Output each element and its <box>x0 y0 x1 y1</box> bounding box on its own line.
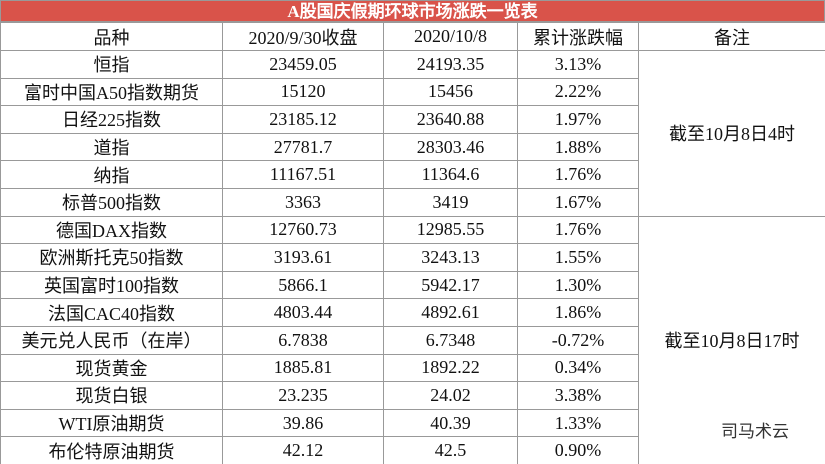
table-cell: 23.235 <box>222 381 384 410</box>
table-cell: 1892.22 <box>383 353 518 383</box>
table-row: 德国DAX指数 12760.73 12985.55 1.76% 截至10月8日17时 <box>0 215 825 464</box>
table-cell: 法国CAC40指数 <box>0 298 223 327</box>
table-cell: 美元兑人民币（在岸） <box>0 325 223 355</box>
table-row: 英国富时100指数 5866.1 5942.17 1.30% <box>0 270 825 300</box>
table-cell: WTI原油期货 <box>0 408 223 438</box>
watermark: 司马术云 <box>715 415 795 444</box>
table-cell: 39.86 <box>222 408 384 438</box>
table-cell: 5942.17 <box>383 270 518 300</box>
table-cell: 道指 <box>0 132 223 162</box>
table-cell: 1.97% <box>517 105 639 134</box>
header-cell: 备注 <box>638 22 825 51</box>
table-cell: 1.33% <box>517 408 639 438</box>
table-cell: 标普500指数 <box>0 187 223 217</box>
table-cell: 5866.1 <box>222 270 384 300</box>
table-cell: 纳指 <box>0 160 223 189</box>
table-cell: 现货黄金 <box>0 353 223 383</box>
table-row: 欧洲斯托克50指数 3193.61 3243.13 1.55% <box>0 243 825 272</box>
table-title: A股国庆假期环球市场涨跌一览表 <box>0 0 825 22</box>
table-cell: 24193.35 <box>383 50 518 79</box>
table-cell: 3419 <box>383 187 518 217</box>
table-cell: 4803.44 <box>222 298 384 327</box>
table-cell: 28303.46 <box>383 132 518 162</box>
table-row: 法国CAC40指数 4803.44 4892.61 1.86% <box>0 298 825 327</box>
table-row: 纳指 11167.51 11364.6 1.76% <box>0 160 825 189</box>
table-cell: 1.55% <box>517 243 639 272</box>
table-cell: 现货白银 <box>0 381 223 410</box>
table-cell: 23640.88 <box>383 105 518 134</box>
table-cell: 27781.7 <box>222 132 384 162</box>
table-cell: 1.76% <box>517 215 639 245</box>
table-cell: 3363 <box>222 187 384 217</box>
table-cell: 15456 <box>383 77 518 107</box>
note-cell: 截至10月8日4时 <box>638 50 825 217</box>
table-cell: 日经225指数 <box>0 105 223 134</box>
table-cell: 6.7838 <box>222 325 384 355</box>
header-cell: 累计涨跌幅 <box>517 22 639 51</box>
table-row: 布伦特原油期货 42.12 42.5 0.90% <box>0 436 825 464</box>
table-row: 现货黄金 1885.81 1892.22 0.34% <box>0 353 825 383</box>
table-cell: 0.90% <box>517 436 639 464</box>
table-cell: 3.13% <box>517 50 639 79</box>
table-row: 恒指 23459.05 24193.35 3.13% 截至10月8日4时 <box>0 50 825 217</box>
table-cell: 1.86% <box>517 298 639 327</box>
header-cell: 品种 <box>0 22 223 51</box>
table-cell: 23459.05 <box>222 50 384 79</box>
table-cell: 1.67% <box>517 187 639 217</box>
table-cell: -0.72% <box>517 325 639 355</box>
table-cell: 24.02 <box>383 381 518 410</box>
table-cell: 15120 <box>222 77 384 107</box>
table-row: 富时中国A50指数期货 15120 15456 2.22% <box>0 77 825 107</box>
table-cell: 英国富时100指数 <box>0 270 223 300</box>
table-cell: 3.38% <box>517 381 639 410</box>
table-row: 日经225指数 23185.12 23640.88 1.97% <box>0 105 825 134</box>
market-table: 品种 2020/9/30收盘 2020/10/8 累计涨跌幅 备注 恒指 23459.05 2… <box>0 22 825 464</box>
table-row: WTI原油期货 39.86 40.39 1.33% <box>0 408 825 438</box>
table-cell: 1885.81 <box>222 353 384 383</box>
table-cell: 42.5 <box>383 436 518 464</box>
table-cell: 4892.61 <box>383 298 518 327</box>
table-cell: 42.12 <box>222 436 384 464</box>
header-row: 品种 2020/9/30收盘 2020/10/8 累计涨跌幅 备注 <box>0 22 825 51</box>
table-cell: 12985.55 <box>383 215 518 245</box>
table-cell: 布伦特原油期货 <box>0 436 223 464</box>
table-cell: 1.30% <box>517 270 639 300</box>
table-row: 道指 27781.7 28303.46 1.88% <box>0 132 825 162</box>
table-cell: 欧洲斯托克50指数 <box>0 243 223 272</box>
table-row: 标普500指数 3363 3419 1.67% <box>0 187 825 217</box>
table-cell: 40.39 <box>383 408 518 438</box>
table-cell: 12760.73 <box>222 215 384 245</box>
table-cell: 富时中国A50指数期货 <box>0 77 223 107</box>
table-cell: 恒指 <box>0 50 223 79</box>
table-cell: 11364.6 <box>383 160 518 189</box>
table-cell: 0.34% <box>517 353 639 383</box>
table-cell: 1.88% <box>517 132 639 162</box>
table-cell: 3193.61 <box>222 243 384 272</box>
header-cell: 2020/10/8 <box>383 22 518 51</box>
table-cell: 3243.13 <box>383 243 518 272</box>
table-cell: 2.22% <box>517 77 639 107</box>
table-cell: 德国DAX指数 <box>0 215 223 245</box>
header-cell: 2020/9/30收盘 <box>222 22 384 51</box>
table-cell: 11167.51 <box>222 160 384 189</box>
table-cell: 23185.12 <box>222 105 384 134</box>
table-cell: 6.7348 <box>383 325 518 355</box>
table-cell: 1.76% <box>517 160 639 189</box>
